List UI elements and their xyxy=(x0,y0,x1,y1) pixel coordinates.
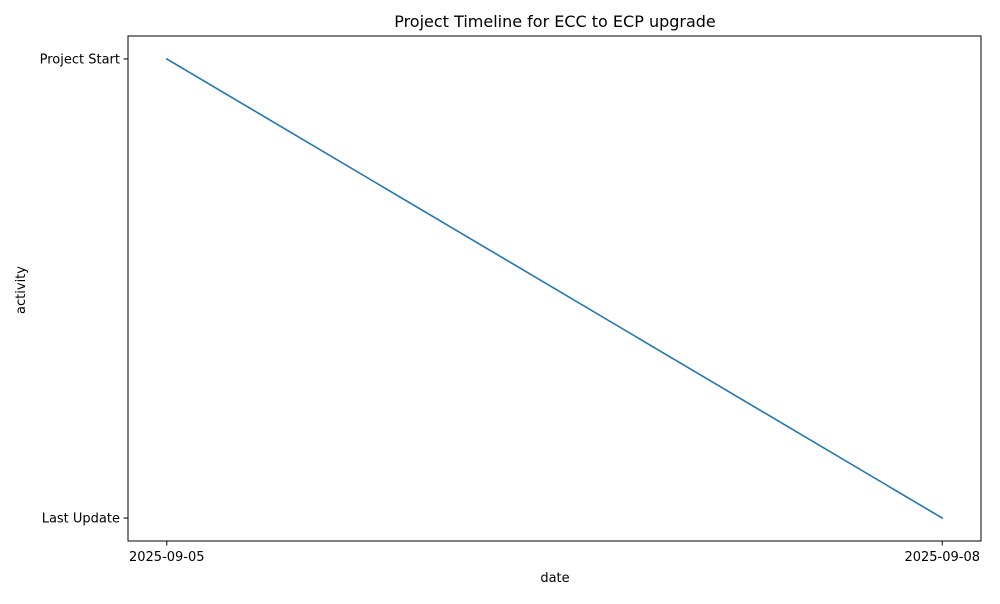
plot-area: 2025-09-05 2025-09-08 Project Start Last Up… xyxy=(40,35,982,565)
series-line-0 xyxy=(165,57,944,520)
chart-title: Project Timeline for ECC to ECP upgrade xyxy=(394,12,716,31)
x-tick-label-1: 2025-09-08 xyxy=(904,550,980,565)
y-axis-label: activity xyxy=(14,266,29,314)
y-tick-label-0: Project Start xyxy=(40,52,120,67)
x-axis-label: date xyxy=(540,571,569,586)
x-tick-label-0: 2025-09-05 xyxy=(129,550,205,565)
y-tick-label-1: Last Update xyxy=(42,512,120,527)
axes-frame xyxy=(127,35,982,542)
